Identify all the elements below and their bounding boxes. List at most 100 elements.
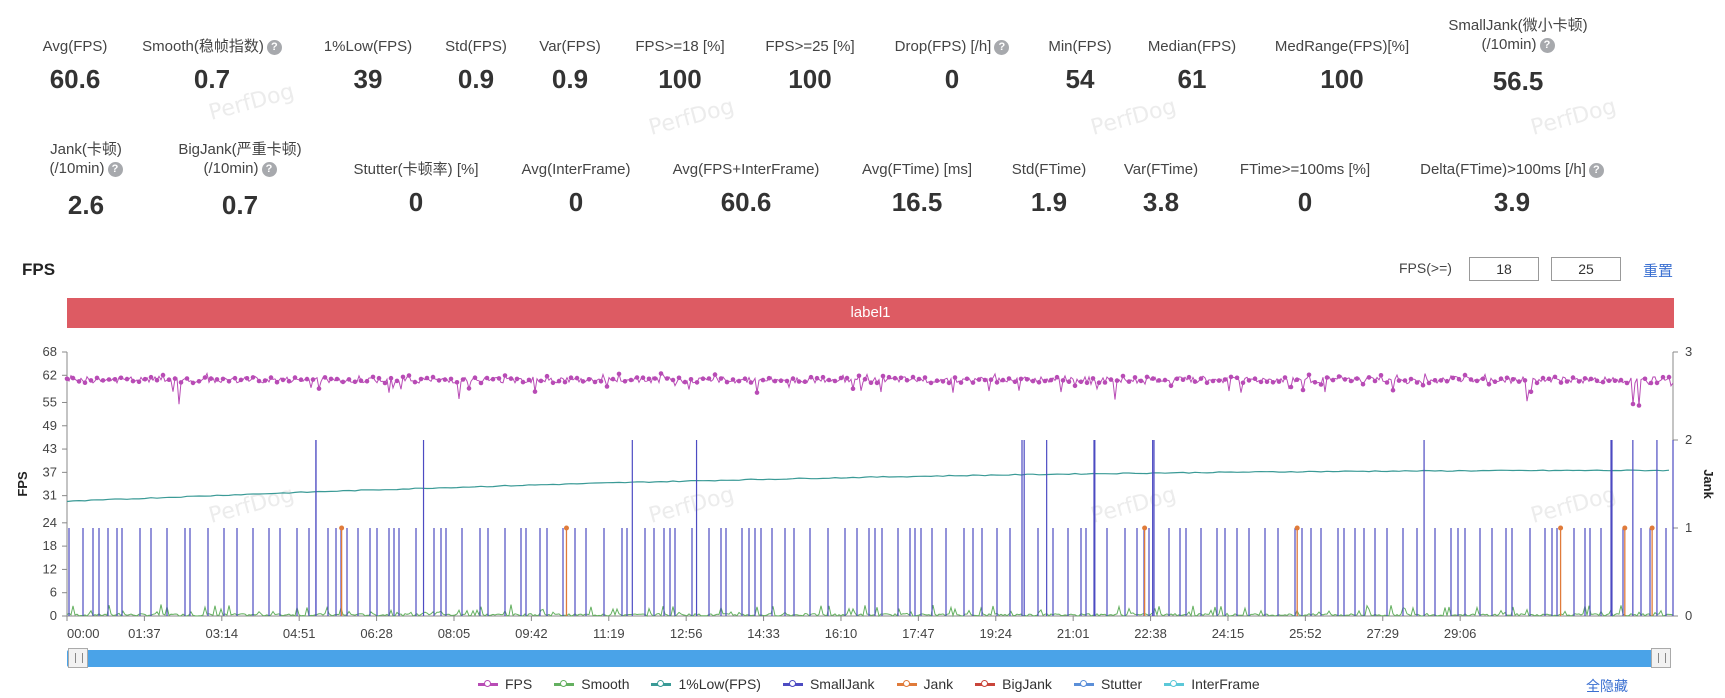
fps-point: [130, 378, 136, 384]
fps-point: [916, 376, 922, 382]
metric-label: FPS>=18 [%]: [570, 37, 790, 56]
fps-point: [1372, 378, 1378, 384]
fps-point: [802, 379, 808, 385]
legend-marker-icon: [554, 679, 575, 687]
metric-label: FTime>=100ms [%]: [1195, 160, 1415, 179]
fps-point: [1336, 374, 1342, 379]
fps-point: [352, 379, 358, 385]
metric-tile: Median(FPS) 61: [1082, 37, 1302, 95]
legend-item[interactable]: 1%Low(FPS): [651, 676, 761, 692]
fps-threshold-low-input[interactable]: [1469, 257, 1539, 281]
fps-point: [646, 376, 652, 382]
fps-point: [520, 379, 526, 385]
metric-label: BigJank(严重卡顿) (/10min)?: [130, 140, 350, 178]
fps-threshold-high-input[interactable]: [1551, 257, 1621, 281]
legend-item[interactable]: Jank: [896, 676, 953, 692]
fps-point: [1534, 380, 1540, 386]
help-icon[interactable]: ?: [261, 161, 277, 177]
legend-item[interactable]: BigJank: [975, 676, 1052, 692]
fps-point: [910, 374, 916, 380]
y-left-tick-label: 12: [43, 561, 57, 576]
fps-point: [1408, 376, 1414, 382]
fps-point: [88, 378, 94, 383]
fps-point: [670, 377, 676, 383]
fps-point: [418, 376, 424, 382]
fps-point: [1564, 379, 1570, 384]
fps-point: [202, 375, 208, 380]
legend-item[interactable]: Stutter: [1073, 676, 1142, 692]
fps-point: [556, 378, 562, 384]
y-axis-right-title: Jank: [1701, 469, 1716, 499]
legend-item[interactable]: Smooth: [554, 676, 629, 692]
fps-point: [1168, 383, 1174, 389]
metric-tile: Smooth(稳帧指数)? 0.7: [102, 37, 322, 95]
fps-point: [1528, 389, 1534, 395]
x-tick-label: 16:10: [825, 626, 858, 641]
fps-point: [208, 376, 214, 381]
y-left-tick-label: 18: [43, 538, 57, 553]
fps-point: [754, 390, 760, 395]
fps-point: [406, 373, 412, 378]
fps-point: [106, 377, 112, 382]
metric-label-text: Drop(FPS) [/h]: [894, 38, 992, 55]
fps-point: [1102, 380, 1108, 385]
metric-label: Var(FTime): [1051, 160, 1271, 179]
fps-point: [454, 380, 460, 385]
metric-label: Jank(卡顿) (/10min)?: [0, 140, 196, 178]
legend-item[interactable]: SmallJank: [782, 676, 875, 692]
metric-value: 0: [408, 187, 424, 217]
fps-point: [1378, 373, 1384, 378]
fps-point: [1222, 377, 1228, 382]
fps-point: [502, 373, 508, 378]
fps-point: [1246, 378, 1252, 383]
timeline-scrollbar[interactable]: [67, 650, 1667, 667]
fps-point: [388, 375, 394, 381]
label-bar[interactable]: label1: [67, 298, 1674, 328]
fps-point: [1510, 377, 1516, 382]
help-icon[interactable]: ?: [1539, 37, 1555, 53]
fps-point: [652, 376, 658, 381]
y-left-tick-label: 24: [43, 515, 57, 530]
fps-point: [688, 377, 694, 382]
fps-point: [496, 376, 502, 381]
metric-label-text: SmallJank(微小卡顿): [1448, 17, 1588, 34]
help-icon[interactable]: ?: [994, 39, 1010, 55]
y-right-tick-label: 3: [1685, 344, 1692, 359]
legend-marker-icon: [478, 679, 498, 687]
fps-point: [1306, 372, 1312, 378]
fps-point: [136, 379, 142, 385]
fps-point: [70, 375, 76, 381]
fps-point: [958, 380, 964, 385]
fps-point: [1384, 380, 1390, 385]
legend-item[interactable]: InterFrame: [1164, 676, 1260, 692]
fps-point: [1240, 380, 1246, 386]
hide-all-button[interactable]: 全隐藏: [1586, 678, 1628, 694]
scrollbar-right-handle[interactable]: [1651, 648, 1671, 668]
y-left-tick-label: 55: [43, 394, 57, 409]
legend-marker-icon: [896, 679, 917, 687]
scrollbar-left-handle[interactable]: [68, 648, 88, 668]
fps-point: [1090, 376, 1096, 381]
help-icon[interactable]: ?: [1588, 162, 1604, 178]
metric-label: Min(FPS): [970, 37, 1190, 56]
fps-point: [1048, 377, 1054, 383]
reset-button[interactable]: 重置: [1643, 263, 1674, 280]
fps-point: [796, 379, 802, 384]
fps-point: [100, 378, 106, 383]
fps-point: [1342, 377, 1348, 382]
fps-point: [562, 379, 568, 385]
fps-point: [1546, 376, 1552, 382]
metric-label-text: Jank(卡顿): [50, 141, 122, 158]
metric-value: 56.5: [1492, 66, 1544, 96]
legend-label: Smooth: [581, 676, 630, 692]
fps-point: [1162, 377, 1168, 383]
help-icon[interactable]: ?: [107, 161, 123, 177]
help-icon[interactable]: ?: [266, 39, 282, 55]
fps-point: [634, 375, 640, 380]
fps-point: [340, 379, 346, 385]
x-tick-label: 24:15: [1212, 626, 1245, 641]
legend-marker-dot: [902, 679, 910, 687]
legend-item[interactable]: FPS: [478, 676, 532, 692]
y-left-tick-label: 49: [43, 418, 57, 433]
